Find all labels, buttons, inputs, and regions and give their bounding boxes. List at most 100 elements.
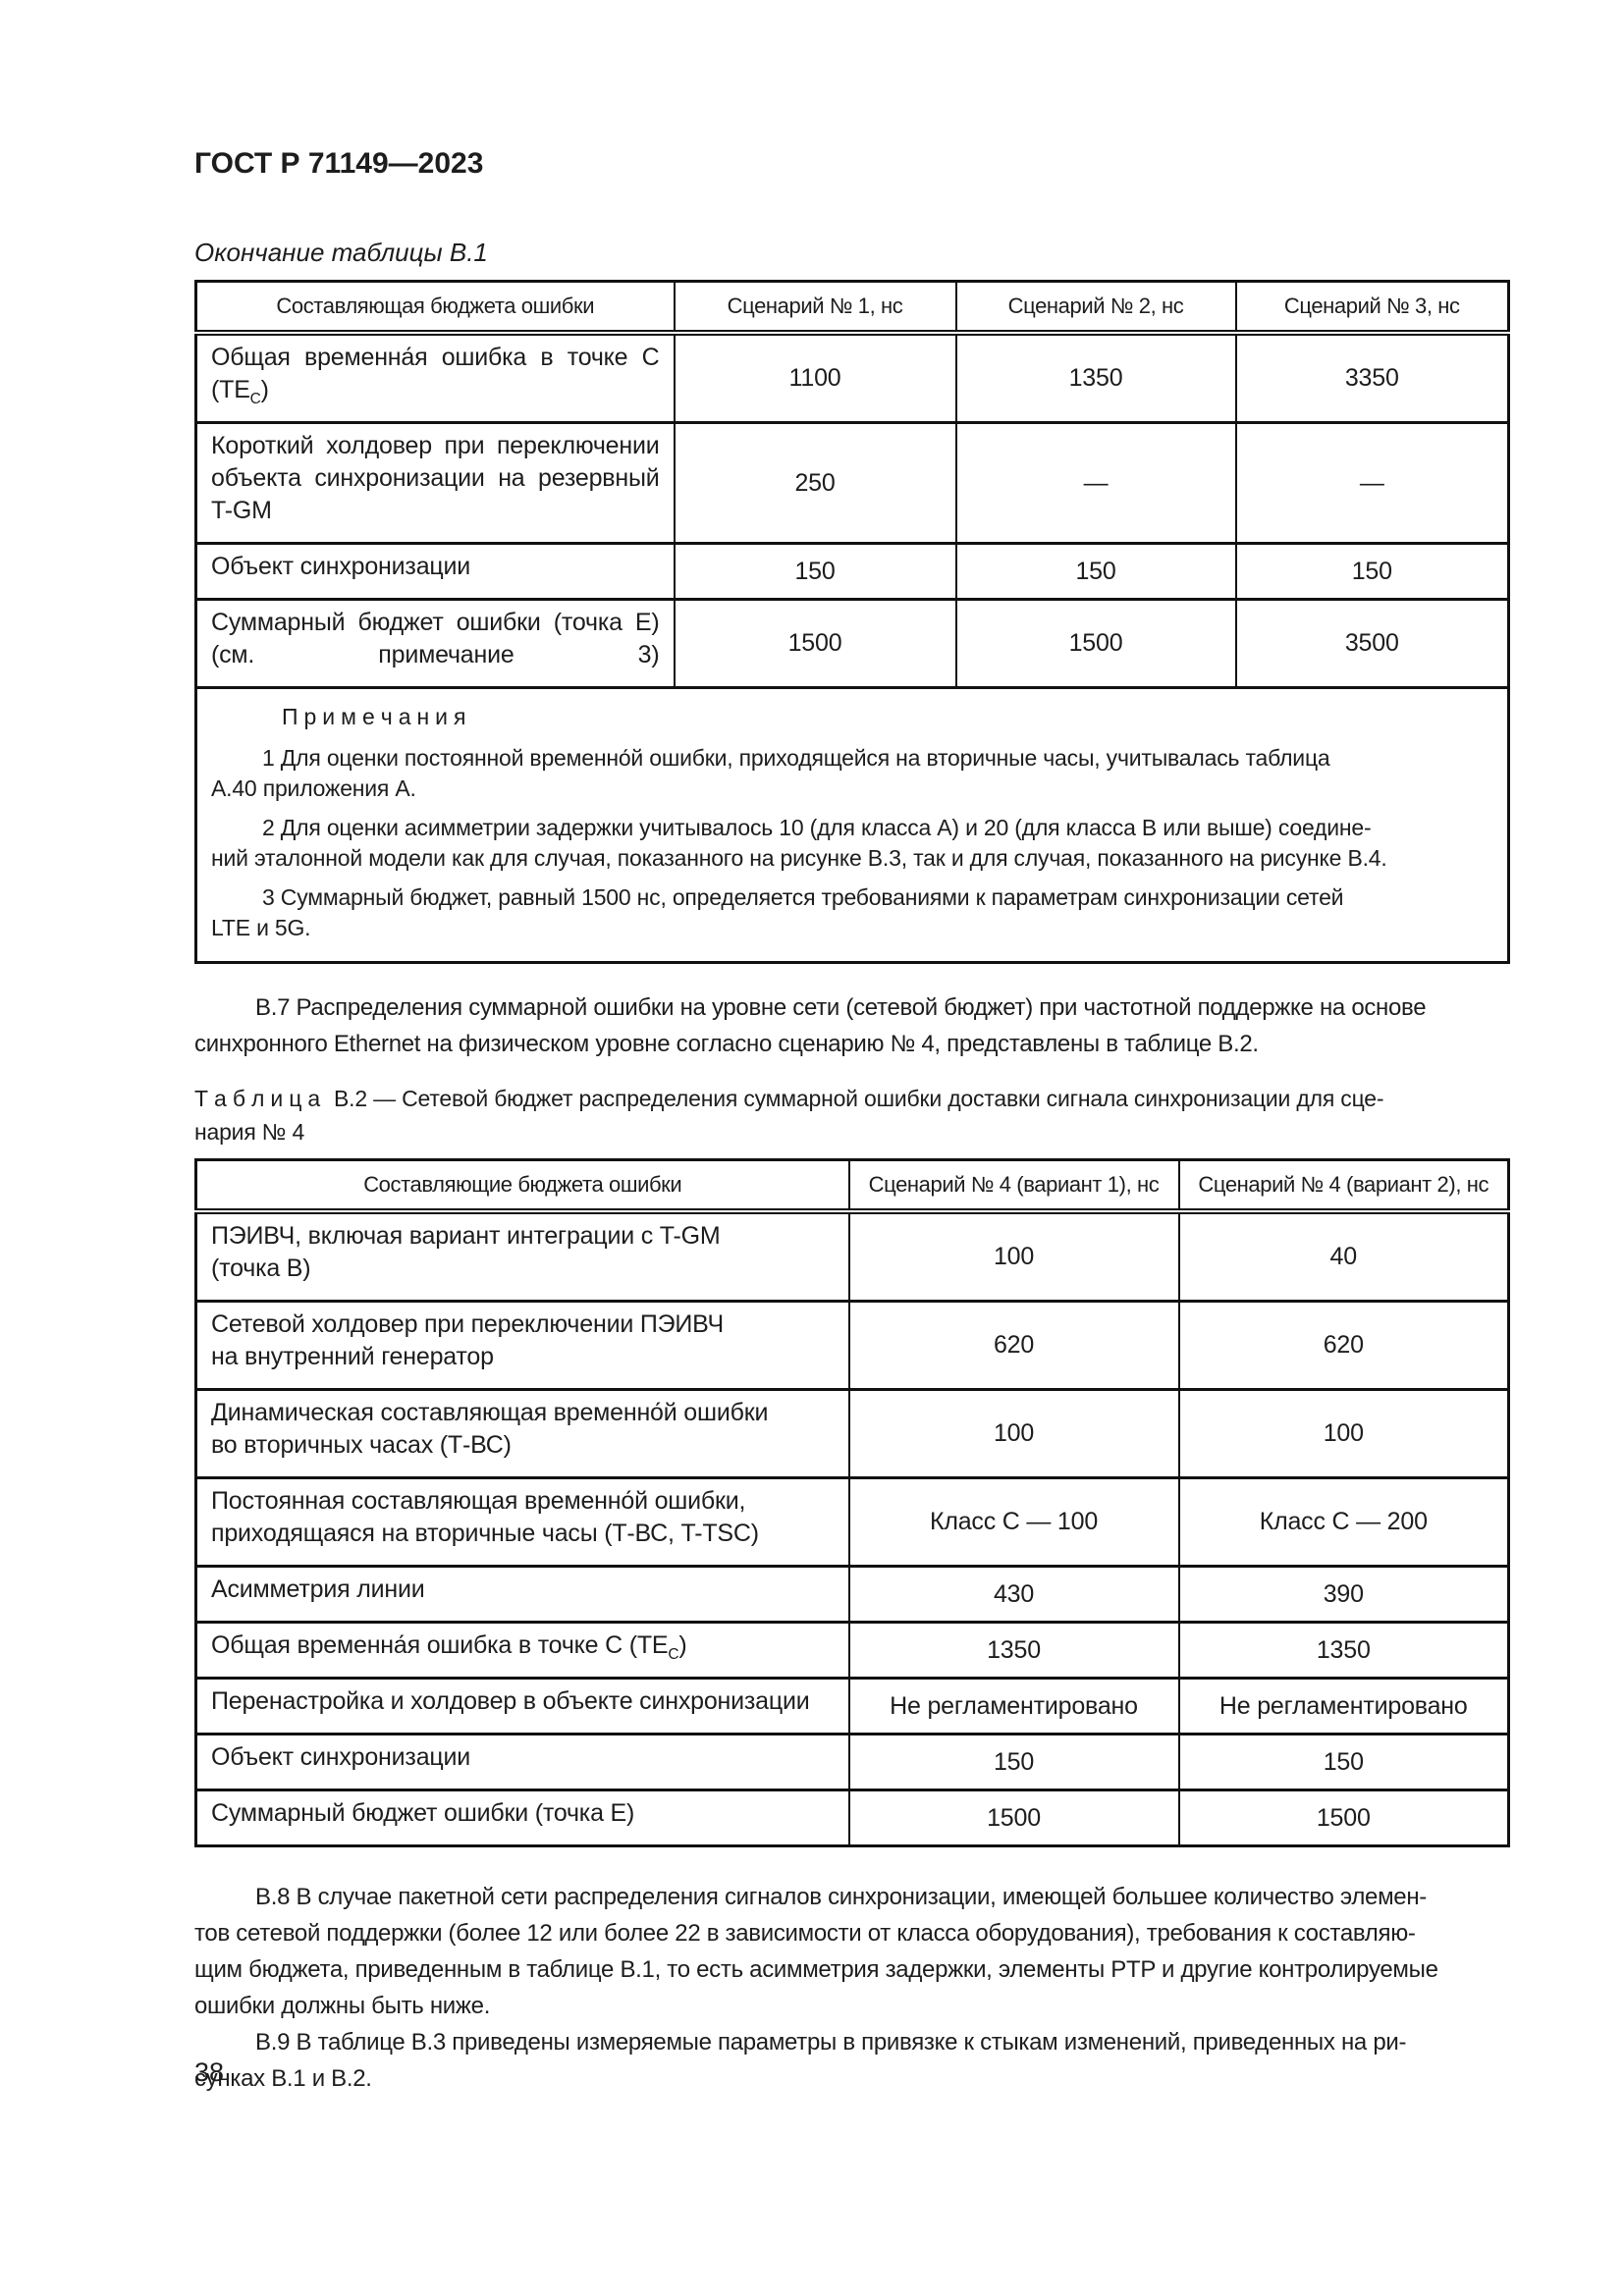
column-header: Сценарий № 3, нс xyxy=(1234,280,1510,336)
row-label: Перенастройка и холдовер в объекте синхр… xyxy=(194,1677,850,1735)
cell-value: 1500 xyxy=(1177,1789,1510,1847)
table-row: Суммарный бюджет ошибки (точка Е) (см. п… xyxy=(194,598,1510,689)
cell-value: 100 xyxy=(1177,1388,1510,1479)
table-row: Асимметрия линии 430 390 xyxy=(194,1565,1510,1624)
table-row: Объект синхронизации 150 150 150 xyxy=(194,542,1510,601)
table-row: Общая временна́я ошибка в точке С (ТЕС) … xyxy=(194,331,1510,424)
row-label: Объект синхронизации xyxy=(194,1733,850,1791)
cell-value: 620 xyxy=(1177,1300,1510,1391)
row-label-text: Сетевой холдовер при переключении ПЭИВЧ … xyxy=(211,1310,724,1370)
table-b1-notes-row: П р и м е ч а н и я 1 Для оценки постоян… xyxy=(194,686,1510,964)
doc-code: ГОСТ Р 71149—2023 xyxy=(194,147,484,180)
table-b2-caption-text: В.2 — Сетевой бюджет распределения сумма… xyxy=(194,1086,1384,1145)
row-label-text: Общая временна́я ошибка в точке С (ТЕ xyxy=(211,344,660,403)
cell-value: 3500 xyxy=(1234,598,1510,689)
cell-value: 1350 xyxy=(954,331,1237,424)
row-label-text: ) xyxy=(260,376,269,403)
table-b1-header-row: Составляющая бюджета ошибки Сценарий № 1… xyxy=(194,280,1510,336)
cell-value: Класс С — 200 xyxy=(1177,1476,1510,1568)
column-header: Сценарий № 4 (вариант 2), нс xyxy=(1177,1158,1510,1214)
row-label: Асимметрия линии xyxy=(194,1565,850,1624)
row-label: ПЭИВЧ, включая вариант интеграции с T-GM… xyxy=(194,1209,850,1303)
row-label-subscript: С xyxy=(249,391,261,407)
row-label: Суммарный бюджет ошибки (точка Е) (см. п… xyxy=(194,598,676,689)
row-label: Общая временна́я ошибка в точке С (ТЕС) xyxy=(194,1621,850,1680)
notes-title: П р и м е ч а н и я xyxy=(282,704,466,729)
row-label-text: Суммарный бюджет ошибки (точка Е) xyxy=(211,1799,635,1827)
row-label: Суммарный бюджет ошибки (точка Е) xyxy=(194,1789,850,1847)
page-number: 38 xyxy=(194,2057,225,2087)
cell-value: 250 xyxy=(673,421,957,545)
cell-value: 150 xyxy=(673,542,957,601)
table-b1: Составляющая бюджета ошибки Сценарий № 1… xyxy=(194,280,1510,964)
row-label: Короткий холдовер при переключении объек… xyxy=(194,421,676,545)
cell-value: 3350 xyxy=(1234,331,1510,424)
row-label-subscript: С xyxy=(668,1646,679,1663)
row-label: Сетевой холдовер при переключении ПЭИВЧ … xyxy=(194,1300,850,1391)
row-label-text: Перенастройка и холдовер в объекте синхр… xyxy=(211,1687,810,1715)
cell-value: 150 xyxy=(847,1733,1180,1791)
cell-value: 100 xyxy=(847,1388,1180,1479)
cell-value: 620 xyxy=(847,1300,1180,1391)
table-row: Постоянная составляющая временно́й ошибк… xyxy=(194,1476,1510,1568)
row-label-text: ) xyxy=(678,1631,687,1659)
cell-value: — xyxy=(954,421,1237,545)
table-row: Перенастройка и холдовер в объекте синхр… xyxy=(194,1677,1510,1735)
row-label-text: Постоянная составляющая временно́й ошибк… xyxy=(211,1487,759,1547)
note-paragraph: 3 Суммарный бюджет, равный 1500 нс, опре… xyxy=(211,884,1344,940)
note-paragraph: 2 Для оценки асимметрии задержки учитыва… xyxy=(211,815,1387,871)
row-label: Постоянная составляющая временно́й ошибк… xyxy=(194,1476,850,1568)
table-row: Общая временна́я ошибка в точке С (ТЕС) … xyxy=(194,1621,1510,1680)
row-label-text: ПЭИВЧ, включая вариант интеграции с T-GM… xyxy=(211,1222,721,1282)
column-header: Составляющие бюджета ошибки xyxy=(194,1158,850,1214)
cell-value: 1500 xyxy=(954,598,1237,689)
table-b2-header-row: Составляющие бюджета ошибки Сценарий № 4… xyxy=(194,1158,1510,1214)
paragraph-b8: В.8 В случае пакетной сети распределения… xyxy=(194,1884,1438,2019)
table-row: Сетевой холдовер при переключении ПЭИВЧ … xyxy=(194,1300,1510,1391)
table-b2-caption-word: Т а б л и ц а xyxy=(194,1086,320,1111)
row-label-text: Асимметрия линии xyxy=(211,1575,425,1603)
cell-value: 1350 xyxy=(1177,1621,1510,1680)
cell-value: — xyxy=(1234,421,1510,545)
paragraph-b9: В.9 В таблице В.3 приведены измеряемые п… xyxy=(194,2029,1407,2092)
table-row: Короткий холдовер при переключении объек… xyxy=(194,421,1510,545)
cell-value: Не регламентировано xyxy=(847,1677,1180,1735)
notes-cell: П р и м е ч а н и я 1 Для оценки постоян… xyxy=(194,686,1510,964)
table-row: Объект синхронизации 150 150 xyxy=(194,1733,1510,1791)
paragraph-b7: В.7 Распределения суммарной ошибки на ур… xyxy=(194,994,1427,1057)
row-label-text: Короткий холдовер при переключении объек… xyxy=(211,432,660,524)
row-label-text: Динамическая составляющая временно́й оши… xyxy=(211,1399,769,1459)
cell-value: 390 xyxy=(1177,1565,1510,1624)
cell-value: 150 xyxy=(1234,542,1510,601)
row-label: Динамическая составляющая временно́й оши… xyxy=(194,1388,850,1479)
cell-value: 40 xyxy=(1177,1209,1510,1303)
cell-value: 1500 xyxy=(847,1789,1180,1847)
cell-value: Класс С — 100 xyxy=(847,1476,1180,1568)
cell-value: 1500 xyxy=(673,598,957,689)
cell-value: 150 xyxy=(954,542,1237,601)
row-label-text: Объект синхронизации xyxy=(211,553,471,580)
table-row: Суммарный бюджет ошибки (точка Е) 1500 1… xyxy=(194,1789,1510,1847)
note-paragraph: 1 Для оценки постоянной временно́й ошибк… xyxy=(211,745,1330,801)
table-b2-caption: Т а б л и ц а В.2 — Сетевой бюджет распре… xyxy=(194,1082,1507,1148)
table-row: Динамическая составляющая временно́й оши… xyxy=(194,1388,1510,1479)
table-b1-continuation-caption: Окончание таблицы В.1 xyxy=(194,238,488,267)
page-content: ГОСТ Р 71149—2023 Окончание таблицы В.1 … xyxy=(194,147,1510,2097)
cell-value: Не регламентировано xyxy=(1177,1677,1510,1735)
table-row: ПЭИВЧ, включая вариант интеграции с T-GM… xyxy=(194,1209,1510,1303)
column-header: Сценарий № 1, нс xyxy=(673,280,957,336)
table-b2: Составляющие бюджета ошибки Сценарий № 4… xyxy=(194,1158,1510,1847)
cell-value: 1350 xyxy=(847,1621,1180,1680)
cell-value: 1100 xyxy=(673,331,957,424)
row-label-text: Объект синхронизации xyxy=(211,1743,471,1771)
row-label-text: Общая временна́я ошибка в точке С (ТЕ xyxy=(211,1631,669,1659)
cell-value: 430 xyxy=(847,1565,1180,1624)
column-header: Сценарий № 4 (вариант 1), нс xyxy=(847,1158,1180,1214)
row-label: Общая временна́я ошибка в точке С (ТЕС) xyxy=(194,331,676,424)
row-label: Объект синхронизации xyxy=(194,542,676,601)
row-label-text: Суммарный бюджет ошибки (точка Е) (см. п… xyxy=(211,609,660,668)
column-header: Составляющая бюджета ошибки xyxy=(194,280,676,336)
column-header: Сценарий № 2, нс xyxy=(954,280,1237,336)
cell-value: 100 xyxy=(847,1209,1180,1303)
